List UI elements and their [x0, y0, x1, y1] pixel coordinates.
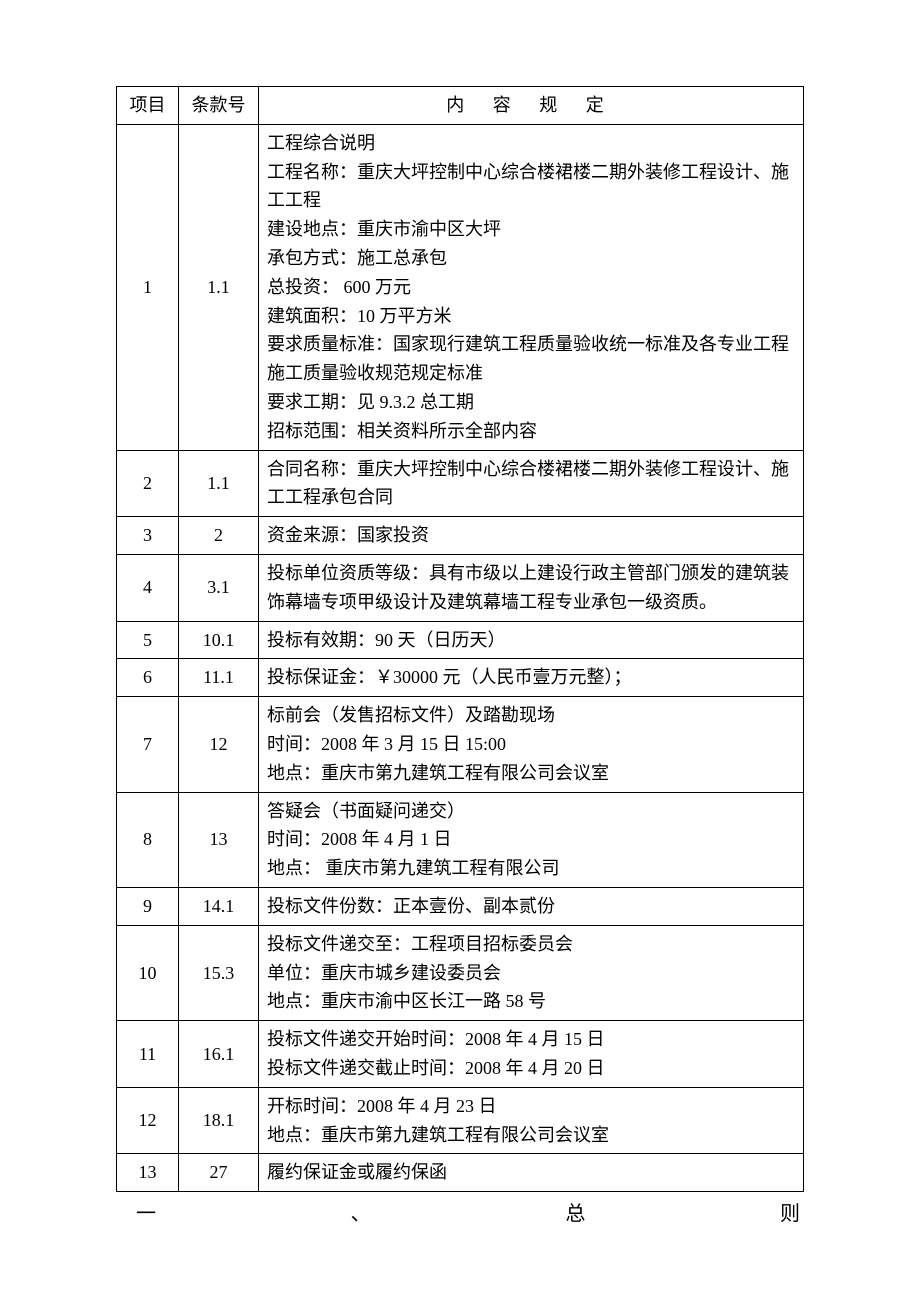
- footer-part-b: 、: [351, 1198, 373, 1230]
- cell-content: 标前会（发售招标文件）及踏勘现场时间：2008 年 3 月 15 日 15:00…: [259, 697, 804, 792]
- cell-item: 2: [117, 450, 179, 517]
- cell-clause: 11.1: [179, 659, 259, 697]
- section-heading: 一 、 总 则: [116, 1192, 804, 1230]
- table-row: 32资金来源：国家投资: [117, 517, 804, 555]
- table-row: 43.1投标单位资质等级：具有市级以上建设行政主管部门颁发的建筑装饰幕墙专项甲级…: [117, 554, 804, 621]
- cell-item: 12: [117, 1087, 179, 1154]
- footer-part-a: 一: [136, 1198, 158, 1230]
- cell-content: 投标保证金：￥30000 元（人民币壹万元整）；: [259, 659, 804, 697]
- cell-clause: 1.1: [179, 124, 259, 450]
- cell-item: 13: [117, 1154, 179, 1192]
- table-row: 11.1工程综合说明工程名称：重庆大坪控制中心综合楼裙楼二期外装修工程设计、施工…: [117, 124, 804, 450]
- header-content: 内 容 规 定: [259, 87, 804, 125]
- cell-item: 8: [117, 792, 179, 887]
- cell-clause: 15.3: [179, 925, 259, 1020]
- table-row: 914.1投标文件份数：正本壹份、副本贰份: [117, 887, 804, 925]
- cell-clause: 16.1: [179, 1021, 259, 1088]
- footer-part-d: 则: [780, 1198, 802, 1230]
- cell-content: 投标文件递交至：工程项目招标委员会单位：重庆市城乡建设委员会地点：重庆市渝中区长…: [259, 925, 804, 1020]
- cell-clause: 14.1: [179, 887, 259, 925]
- table-row: 712标前会（发售招标文件）及踏勘现场时间：2008 年 3 月 15 日 15…: [117, 697, 804, 792]
- table-row: 21.1合同名称：重庆大坪控制中心综合楼裙楼二期外装修工程设计、施工工程承包合同: [117, 450, 804, 517]
- header-item: 项目: [117, 87, 179, 125]
- cell-content: 投标文件递交开始时间：2008 年 4 月 15 日投标文件递交截止时间：200…: [259, 1021, 804, 1088]
- cell-content: 履约保证金或履约保函: [259, 1154, 804, 1192]
- cell-clause: 13: [179, 792, 259, 887]
- bid-terms-table: 项目 条款号 内 容 规 定 11.1工程综合说明工程名称：重庆大坪控制中心综合…: [116, 86, 804, 1192]
- cell-clause: 27: [179, 1154, 259, 1192]
- cell-clause: 1.1: [179, 450, 259, 517]
- cell-item: 10: [117, 925, 179, 1020]
- footer-part-c: 总: [565, 1198, 587, 1230]
- cell-content: 答疑会（书面疑问递交）时间：2008 年 4 月 1 日地点： 重庆市第九建筑工…: [259, 792, 804, 887]
- cell-item: 7: [117, 697, 179, 792]
- table-row: 1116.1投标文件递交开始时间：2008 年 4 月 15 日投标文件递交截止…: [117, 1021, 804, 1088]
- cell-content: 投标单位资质等级：具有市级以上建设行政主管部门颁发的建筑装饰幕墙专项甲级设计及建…: [259, 554, 804, 621]
- cell-item: 6: [117, 659, 179, 697]
- header-clause: 条款号: [179, 87, 259, 125]
- cell-content: 工程综合说明工程名称：重庆大坪控制中心综合楼裙楼二期外装修工程设计、施工工程建设…: [259, 124, 804, 450]
- cell-item: 5: [117, 621, 179, 659]
- table-row: 1218.1开标时间：2008 年 4 月 23 日地点：重庆市第九建筑工程有限…: [117, 1087, 804, 1154]
- cell-clause: 10.1: [179, 621, 259, 659]
- cell-clause: 2: [179, 517, 259, 555]
- cell-clause: 3.1: [179, 554, 259, 621]
- table-row: 1327履约保证金或履约保函: [117, 1154, 804, 1192]
- cell-item: 9: [117, 887, 179, 925]
- table-row: 813答疑会（书面疑问递交）时间：2008 年 4 月 1 日地点： 重庆市第九…: [117, 792, 804, 887]
- table-row: 1015.3投标文件递交至：工程项目招标委员会单位：重庆市城乡建设委员会地点：重…: [117, 925, 804, 1020]
- cell-clause: 18.1: [179, 1087, 259, 1154]
- table-header-row: 项目 条款号 内 容 规 定: [117, 87, 804, 125]
- cell-content: 资金来源：国家投资: [259, 517, 804, 555]
- cell-item: 11: [117, 1021, 179, 1088]
- table-body: 11.1工程综合说明工程名称：重庆大坪控制中心综合楼裙楼二期外装修工程设计、施工…: [117, 124, 804, 1191]
- cell-content: 投标文件份数：正本壹份、副本贰份: [259, 887, 804, 925]
- document-page: 项目 条款号 内 容 规 定 11.1工程综合说明工程名称：重庆大坪控制中心综合…: [0, 0, 920, 1270]
- cell-clause: 12: [179, 697, 259, 792]
- cell-content: 开标时间：2008 年 4 月 23 日地点：重庆市第九建筑工程有限公司会议室: [259, 1087, 804, 1154]
- table-row: 510.1投标有效期：90 天（日历天）: [117, 621, 804, 659]
- table-row: 611.1投标保证金：￥30000 元（人民币壹万元整）；: [117, 659, 804, 697]
- cell-content: 合同名称：重庆大坪控制中心综合楼裙楼二期外装修工程设计、施工工程承包合同: [259, 450, 804, 517]
- cell-item: 3: [117, 517, 179, 555]
- cell-content: 投标有效期：90 天（日历天）: [259, 621, 804, 659]
- cell-item: 1: [117, 124, 179, 450]
- cell-item: 4: [117, 554, 179, 621]
